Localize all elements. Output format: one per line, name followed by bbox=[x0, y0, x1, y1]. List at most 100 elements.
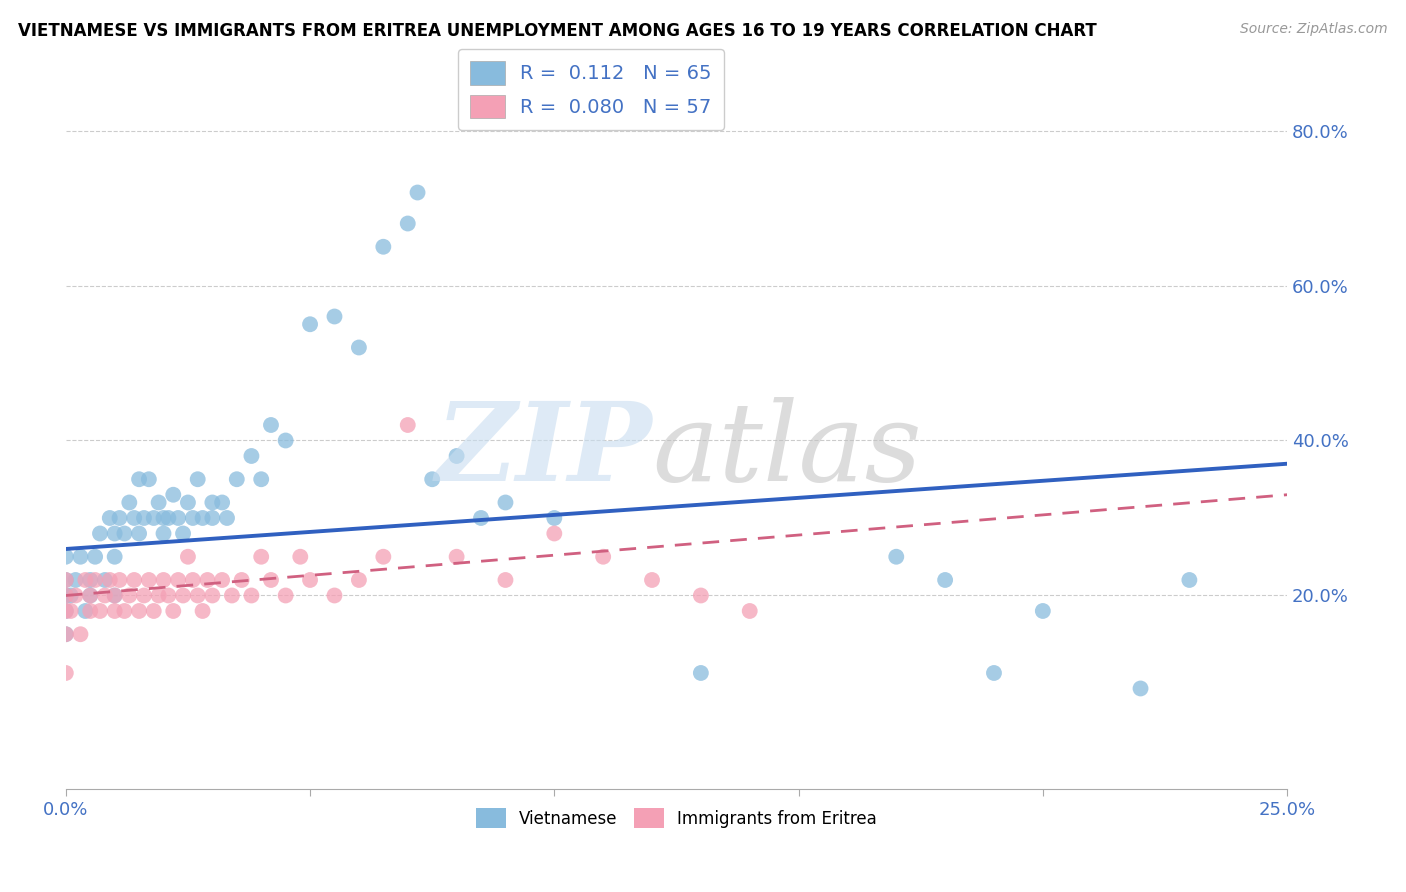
Point bbox=[323, 589, 346, 603]
Point bbox=[260, 417, 283, 432]
Point bbox=[420, 472, 443, 486]
Point bbox=[225, 472, 247, 486]
Point bbox=[108, 573, 131, 587]
Point bbox=[94, 589, 117, 603]
Text: VIETNAMESE VS IMMIGRANTS FROM ERITREA UNEMPLOYMENT AMONG AGES 16 TO 19 YEARS COR: VIETNAMESE VS IMMIGRANTS FROM ERITREA UN… bbox=[18, 22, 1097, 40]
Point bbox=[495, 495, 517, 509]
Point bbox=[55, 627, 77, 641]
Point bbox=[104, 526, 127, 541]
Point bbox=[122, 573, 145, 587]
Point bbox=[181, 511, 204, 525]
Point bbox=[112, 526, 135, 541]
Point bbox=[201, 495, 224, 509]
Point bbox=[55, 573, 77, 587]
Point bbox=[406, 186, 429, 200]
Point bbox=[55, 665, 77, 680]
Point bbox=[191, 604, 214, 618]
Point bbox=[884, 549, 907, 564]
Point bbox=[396, 417, 419, 432]
Point bbox=[543, 511, 565, 525]
Point bbox=[181, 573, 204, 587]
Point bbox=[152, 526, 174, 541]
Point bbox=[172, 589, 194, 603]
Point bbox=[104, 549, 127, 564]
Point bbox=[641, 573, 664, 587]
Point bbox=[1129, 681, 1152, 696]
Point bbox=[592, 549, 614, 564]
Point bbox=[162, 604, 184, 618]
Point bbox=[446, 549, 468, 564]
Point bbox=[260, 573, 283, 587]
Point bbox=[274, 589, 297, 603]
Point bbox=[132, 511, 155, 525]
Point bbox=[142, 604, 165, 618]
Text: ZIP: ZIP bbox=[436, 397, 652, 504]
Point bbox=[495, 573, 517, 587]
Point bbox=[79, 573, 101, 587]
Point bbox=[290, 549, 312, 564]
Point bbox=[75, 573, 97, 587]
Point bbox=[689, 665, 711, 680]
Text: Source: ZipAtlas.com: Source: ZipAtlas.com bbox=[1240, 22, 1388, 37]
Point bbox=[983, 665, 1005, 680]
Point bbox=[118, 495, 141, 509]
Point bbox=[211, 573, 233, 587]
Point bbox=[299, 573, 322, 587]
Point bbox=[470, 511, 492, 525]
Point bbox=[104, 604, 127, 618]
Point bbox=[94, 573, 117, 587]
Point bbox=[240, 589, 263, 603]
Point bbox=[55, 589, 77, 603]
Point bbox=[55, 573, 77, 587]
Point bbox=[396, 217, 419, 231]
Point bbox=[274, 434, 297, 448]
Point bbox=[128, 604, 150, 618]
Point bbox=[75, 604, 97, 618]
Point bbox=[177, 495, 200, 509]
Point bbox=[167, 573, 190, 587]
Point bbox=[55, 627, 77, 641]
Point bbox=[934, 573, 956, 587]
Point bbox=[98, 511, 121, 525]
Point bbox=[299, 318, 322, 332]
Point bbox=[240, 449, 263, 463]
Point bbox=[69, 627, 91, 641]
Point bbox=[118, 589, 141, 603]
Point bbox=[177, 549, 200, 564]
Point bbox=[250, 549, 273, 564]
Point bbox=[152, 511, 174, 525]
Point bbox=[104, 589, 127, 603]
Text: atlas: atlas bbox=[652, 397, 922, 504]
Point bbox=[148, 589, 170, 603]
Point bbox=[221, 589, 243, 603]
Point bbox=[373, 240, 395, 254]
Point bbox=[738, 604, 761, 618]
Point bbox=[65, 589, 87, 603]
Point bbox=[59, 589, 82, 603]
Point bbox=[347, 573, 370, 587]
Point bbox=[89, 526, 111, 541]
Point bbox=[543, 526, 565, 541]
Point bbox=[373, 549, 395, 564]
Point bbox=[98, 573, 121, 587]
Point bbox=[1178, 573, 1201, 587]
Point bbox=[112, 604, 135, 618]
Point bbox=[122, 511, 145, 525]
Point bbox=[215, 511, 238, 525]
Point bbox=[172, 526, 194, 541]
Point bbox=[446, 449, 468, 463]
Point bbox=[187, 589, 209, 603]
Point bbox=[347, 341, 370, 355]
Point bbox=[55, 604, 77, 618]
Point bbox=[128, 472, 150, 486]
Point bbox=[157, 589, 180, 603]
Point bbox=[79, 604, 101, 618]
Point bbox=[69, 549, 91, 564]
Point bbox=[55, 604, 77, 618]
Point bbox=[65, 573, 87, 587]
Point bbox=[84, 549, 107, 564]
Legend: Vietnamese, Immigrants from Eritrea: Vietnamese, Immigrants from Eritrea bbox=[470, 801, 884, 835]
Point bbox=[162, 488, 184, 502]
Point bbox=[231, 573, 253, 587]
Point bbox=[142, 511, 165, 525]
